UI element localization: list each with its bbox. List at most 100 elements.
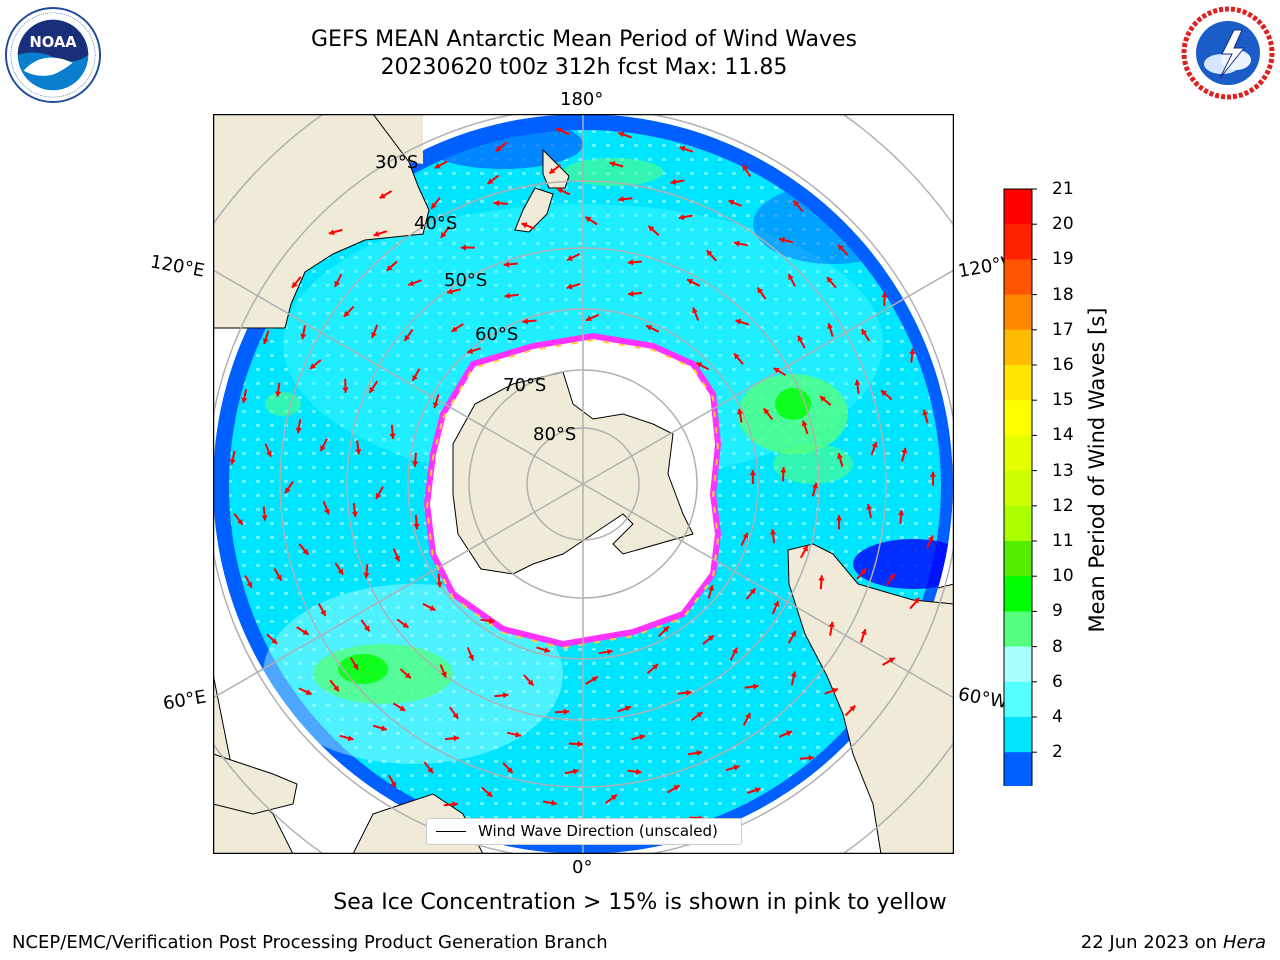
wind-wave-arrowhead xyxy=(488,617,495,624)
wind-wave-arrowhead xyxy=(836,515,843,521)
wind-wave-arrowhead xyxy=(639,734,645,741)
wind-wave-arrowhead xyxy=(285,487,291,494)
wind-wave-arrowhead xyxy=(379,192,386,199)
wind-wave-arrowhead xyxy=(696,749,702,756)
wind-wave-arrowhead xyxy=(854,379,861,386)
wind-wave-arrowhead xyxy=(436,582,443,588)
wind-wave-arrowhead xyxy=(320,609,326,616)
wind-wave-arrowhead xyxy=(373,230,380,237)
wind-wave-arrowhead xyxy=(898,510,905,516)
wind-wave-arrowhead xyxy=(838,244,844,251)
colorbar-segment xyxy=(1004,435,1032,472)
wind-wave-arrowhead xyxy=(757,287,763,294)
wind-wave-arrowhead xyxy=(663,626,669,633)
wind-wave-arrows xyxy=(229,127,937,835)
wind-wave-arrowhead xyxy=(818,575,825,581)
wind-wave-arrowhead xyxy=(635,768,642,775)
colorbar-tick-label: 11 xyxy=(1052,531,1074,551)
wind-wave-arrowhead xyxy=(610,794,617,801)
colorbar xyxy=(1003,188,1037,786)
wind-wave-arrowhead xyxy=(801,420,808,427)
wind-wave-arrowhead xyxy=(451,326,458,332)
wind-wave-arrowhead xyxy=(567,255,573,261)
lat-label-50s: 50°S xyxy=(444,270,488,291)
wind-wave-arrowhead xyxy=(572,768,579,775)
wind-wave-arrowhead xyxy=(502,692,509,699)
colorbar-frame xyxy=(1003,188,1033,786)
wind-wave-arrowhead xyxy=(266,450,272,457)
wind-wave-arrowhead xyxy=(229,458,236,465)
wind-wave-arrowhead xyxy=(408,280,415,287)
wind-wave-arrowhead xyxy=(692,307,698,314)
colorbar-segment xyxy=(1004,259,1032,296)
wind-wave-arrowhead xyxy=(708,635,714,642)
credit-text: NCEP/EMC/Verification Post Processing Pr… xyxy=(12,932,608,953)
wind-wave-arrowhead xyxy=(364,625,370,632)
wind-wave-arrowhead xyxy=(585,216,592,223)
wind-wave-arrowhead xyxy=(591,676,598,682)
wind-wave-arrowhead xyxy=(779,237,785,244)
lat-label-40s: 40°S xyxy=(414,213,458,234)
wind-wave-arrowhead xyxy=(913,597,920,604)
wind-wave-arrowhead xyxy=(493,200,500,207)
wind-wave-arrowhead xyxy=(627,259,634,266)
wind-wave-arrowhead xyxy=(468,654,474,661)
wind-wave-arrowhead xyxy=(486,791,493,797)
wind-wave-arrowhead xyxy=(427,767,433,774)
wind-wave-arrowhead xyxy=(434,163,441,169)
wind-wave-arrowhead xyxy=(334,280,340,287)
colorbar-segment xyxy=(1004,576,1032,612)
antarctica-land xyxy=(452,371,694,575)
colorbar-tick-label: 16 xyxy=(1052,355,1074,375)
wind-wave-arrowhead xyxy=(888,657,895,664)
wind-wave-arrowhead xyxy=(241,397,248,403)
wind-wave-arrowhead xyxy=(347,735,354,742)
colorbar-tick-label: 12 xyxy=(1052,495,1074,516)
wind-wave-arrowhead xyxy=(687,279,694,285)
wind-wave-arrowhead xyxy=(754,787,761,794)
wind-wave-arrowhead xyxy=(708,585,714,591)
wind-wave-arrowhead xyxy=(901,447,908,454)
wind-wave-arrowhead xyxy=(310,363,316,369)
wind-wave-arrowhead xyxy=(302,629,309,635)
wind-wave-arrowhead xyxy=(487,178,494,184)
wind-wave-arrowhead xyxy=(551,799,557,806)
legend-label: Wind Wave Direction (unscaled) xyxy=(478,822,718,840)
wind-wave-arrowhead xyxy=(447,288,453,295)
wind-wave-arrowhead xyxy=(276,574,282,581)
wind-wave-arrowhead xyxy=(404,334,410,341)
polar-map xyxy=(213,114,954,854)
wind-wave-arrowhead xyxy=(742,164,748,171)
lat-label-80s: 80°S xyxy=(533,424,577,445)
wind-wave-arrowhead xyxy=(262,338,269,344)
wind-wave-arrowhead xyxy=(731,647,738,654)
wind-wave-arrowhead xyxy=(706,250,713,257)
wind-wave-arrowhead xyxy=(337,568,344,575)
wind-wave-arrowhead xyxy=(679,145,686,152)
wind-wave-arrowhead xyxy=(749,470,756,476)
wind-wave-arrowhead xyxy=(566,283,573,290)
wind-wave-arrowhead xyxy=(467,348,474,354)
wind-wave-arrowhead xyxy=(320,445,326,452)
wind-wave-arrowhead xyxy=(506,767,513,774)
wind-wave-arrowhead xyxy=(648,226,655,232)
colorbar-segment xyxy=(1004,189,1032,225)
wind-wave-arrowhead xyxy=(431,202,437,209)
colorbar-segment xyxy=(1004,752,1032,786)
wind-wave-arrowhead xyxy=(860,568,867,575)
wind-wave-arrowhead xyxy=(352,663,358,670)
wind-wave-arrowhead xyxy=(860,629,867,636)
wind-wave-arrowhead xyxy=(837,453,843,459)
wind-wave-arrowhead xyxy=(820,396,826,402)
wind-wave-arrowhead xyxy=(351,511,358,517)
noaa-logo-text: NOAA xyxy=(29,34,77,51)
wind-wave-arrowhead xyxy=(753,683,759,690)
wind-wave-arrowhead xyxy=(606,648,613,655)
colorbar-tick-label: 10 xyxy=(1052,566,1074,587)
colorbar-tick-label: 6 xyxy=(1052,671,1063,692)
wind-wave-arrowhead xyxy=(866,504,873,510)
wind-wave-arrowhead xyxy=(342,387,349,393)
colorbar-tick-label: 15 xyxy=(1052,390,1074,411)
wind-wave-arrowhead xyxy=(452,801,458,808)
wind-wave-arrowhead xyxy=(871,441,878,448)
